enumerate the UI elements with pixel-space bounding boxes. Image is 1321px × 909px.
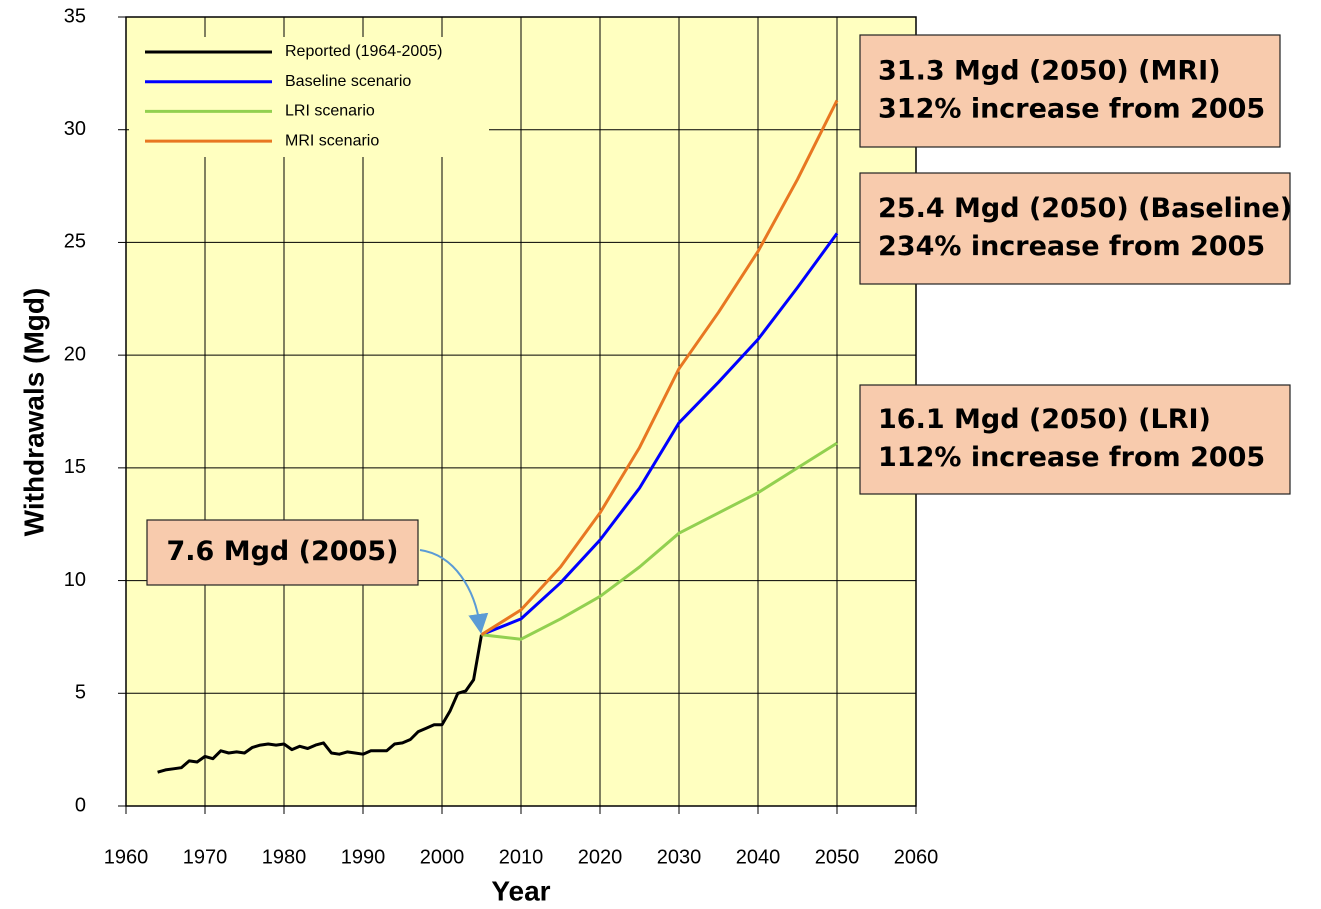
annotation-text: 7.6 Mgd (2005) xyxy=(167,536,399,567)
y-tick-label: 25 xyxy=(64,231,86,253)
x-tick-label: 2040 xyxy=(736,846,781,868)
annotation-box xyxy=(859,172,1291,285)
annotation-text: 234% increase from 2005 xyxy=(878,231,1265,262)
legend-label: Baseline scenario xyxy=(285,73,411,90)
y-tick-label: 5 xyxy=(75,682,86,704)
y-tick-label: 15 xyxy=(64,456,86,478)
y-tick-label: 10 xyxy=(64,569,86,591)
annotation-arrow xyxy=(419,549,489,634)
y-axis-label: Withdrawals (Mgd) xyxy=(18,288,49,537)
legend-label: Reported (1964-2005) xyxy=(285,43,442,60)
x-tick-label: 2030 xyxy=(657,846,702,868)
annotation-box xyxy=(859,34,1281,148)
annotation-box xyxy=(146,519,419,586)
x-tick-label: 2000 xyxy=(420,846,465,868)
series-line xyxy=(481,441,838,641)
x-tick-label: 1980 xyxy=(262,846,307,868)
legend-box xyxy=(129,37,489,157)
x-axis-label: Year xyxy=(491,875,550,906)
series-line xyxy=(480,99,839,636)
annotation-text: 16.1 Mgd (2050) (LRI) xyxy=(878,404,1211,435)
annotation-text: 25.4 Mgd (2050) (Baseline) xyxy=(878,193,1292,224)
annotation-box xyxy=(859,384,1291,495)
x-tick-label: 1990 xyxy=(341,846,386,868)
x-tick-label: 2060 xyxy=(894,846,939,868)
annotation-text: 112% increase from 2005 xyxy=(878,442,1265,473)
x-tick-label: 2050 xyxy=(815,846,860,868)
y-tick-label: 35 xyxy=(64,5,86,27)
x-tick-label: 1970 xyxy=(183,846,228,868)
x-tick-label: 2010 xyxy=(499,846,544,868)
series-line xyxy=(157,634,483,774)
x-tick-label: 2020 xyxy=(578,846,623,868)
x-tick-label: 1960 xyxy=(104,846,149,868)
y-tick-label: 0 xyxy=(75,794,86,816)
annotation-text: 31.3 Mgd (2050) (MRI) xyxy=(878,56,1221,87)
legend-label: LRI scenario xyxy=(285,103,375,120)
annotation-text: 312% increase from 2005 xyxy=(878,94,1265,125)
y-tick-label: 20 xyxy=(64,343,86,365)
series-line xyxy=(480,232,839,637)
y-tick-label: 30 xyxy=(64,118,86,140)
legend-label: MRI scenario xyxy=(285,132,379,149)
